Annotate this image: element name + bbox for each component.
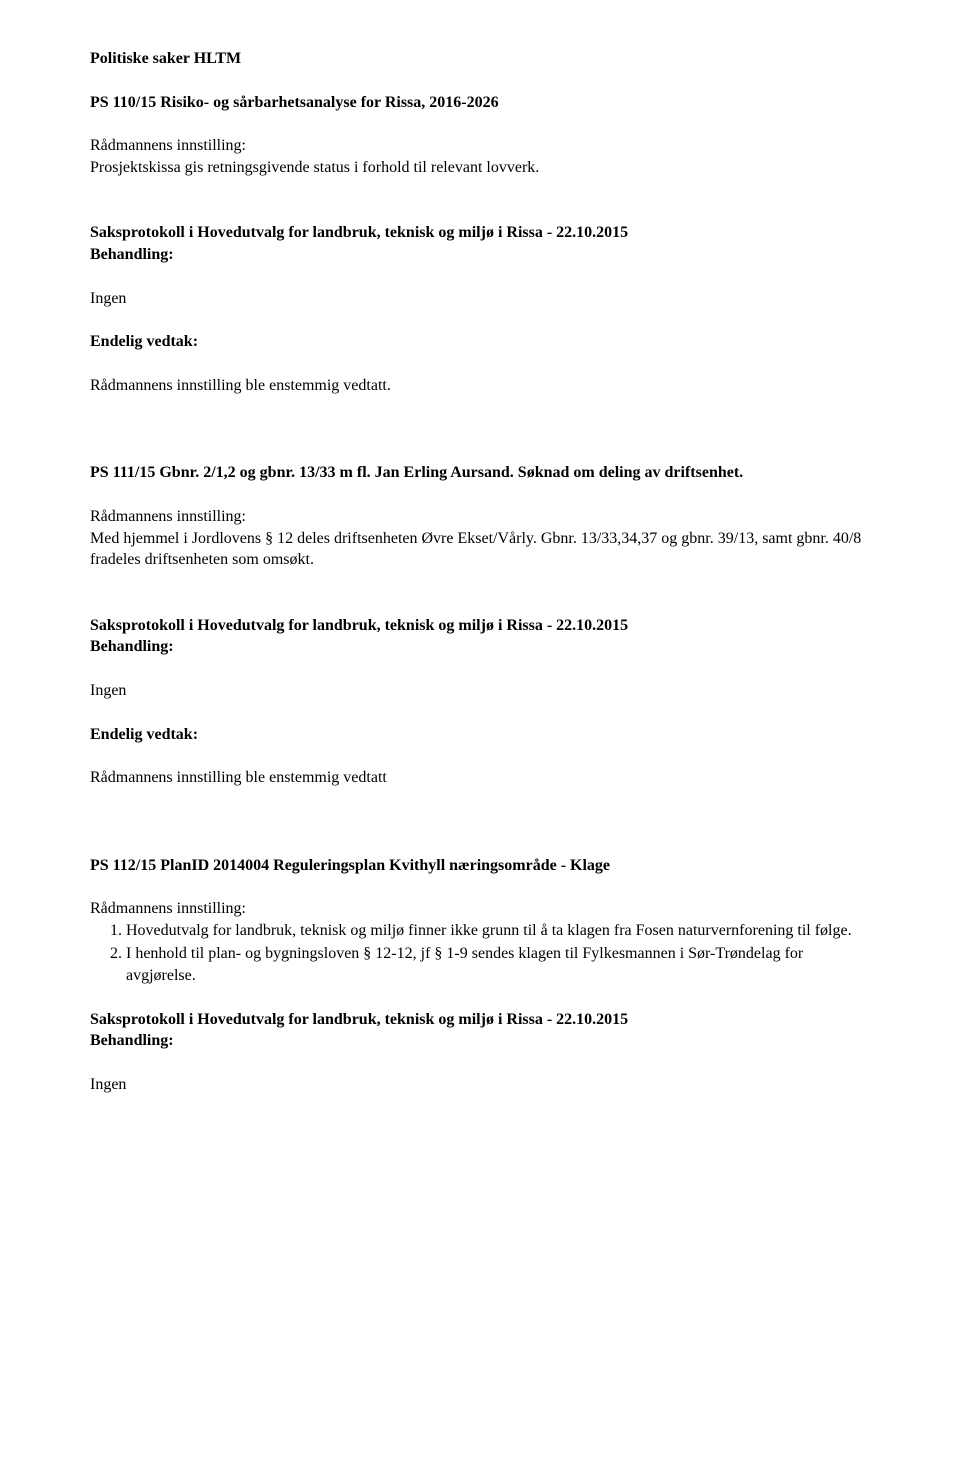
list-item: I henhold til plan- og bygningsloven § 1… [126,943,870,986]
none-text: Ingen [90,1074,870,1096]
recommendation-text: Med hjemmel i Jordlovens § 12 deles drif… [90,528,870,571]
case-title: PS 110/15 Risiko- og sårbarhetsanalyse f… [90,92,870,114]
list-item: Hovedutvalg for landbruk, teknisk og mil… [126,920,870,942]
protocol-behandling: Behandling: [90,1030,870,1052]
none-text: Ingen [90,680,870,702]
final-decision-label: Endelig vedtak: [90,331,870,353]
recommendation-label: Rådmannens innstilling: [90,898,870,920]
final-decision-text: Rådmannens innstilling ble enstemmig ved… [90,375,870,397]
protocol-line: Saksprotokoll i Hovedutvalg for landbruk… [90,222,870,244]
protocol-behandling: Behandling: [90,244,870,266]
protocol-line: Saksprotokoll i Hovedutvalg for landbruk… [90,1009,870,1031]
none-text: Ingen [90,288,870,310]
case-title: PS 111/15 Gbnr. 2/1,2 og gbnr. 13/33 m f… [90,462,870,484]
final-decision-text: Rådmannens innstilling ble enstemmig ved… [90,767,870,789]
recommendation-label: Rådmannens innstilling: [90,135,870,157]
case-title: PS 112/15 PlanID 2014004 Reguleringsplan… [90,855,870,877]
protocol-line: Saksprotokoll i Hovedutvalg for landbruk… [90,615,870,637]
recommendation-list: Hovedutvalg for landbruk, teknisk og mil… [90,920,870,987]
final-decision-label: Endelig vedtak: [90,724,870,746]
recommendation-text: Prosjektskissa gis retningsgivende statu… [90,157,870,179]
protocol-behandling: Behandling: [90,636,870,658]
recommendation-label: Rådmannens innstilling: [90,506,870,528]
page-heading: Politiske saker HLTM [90,48,870,70]
